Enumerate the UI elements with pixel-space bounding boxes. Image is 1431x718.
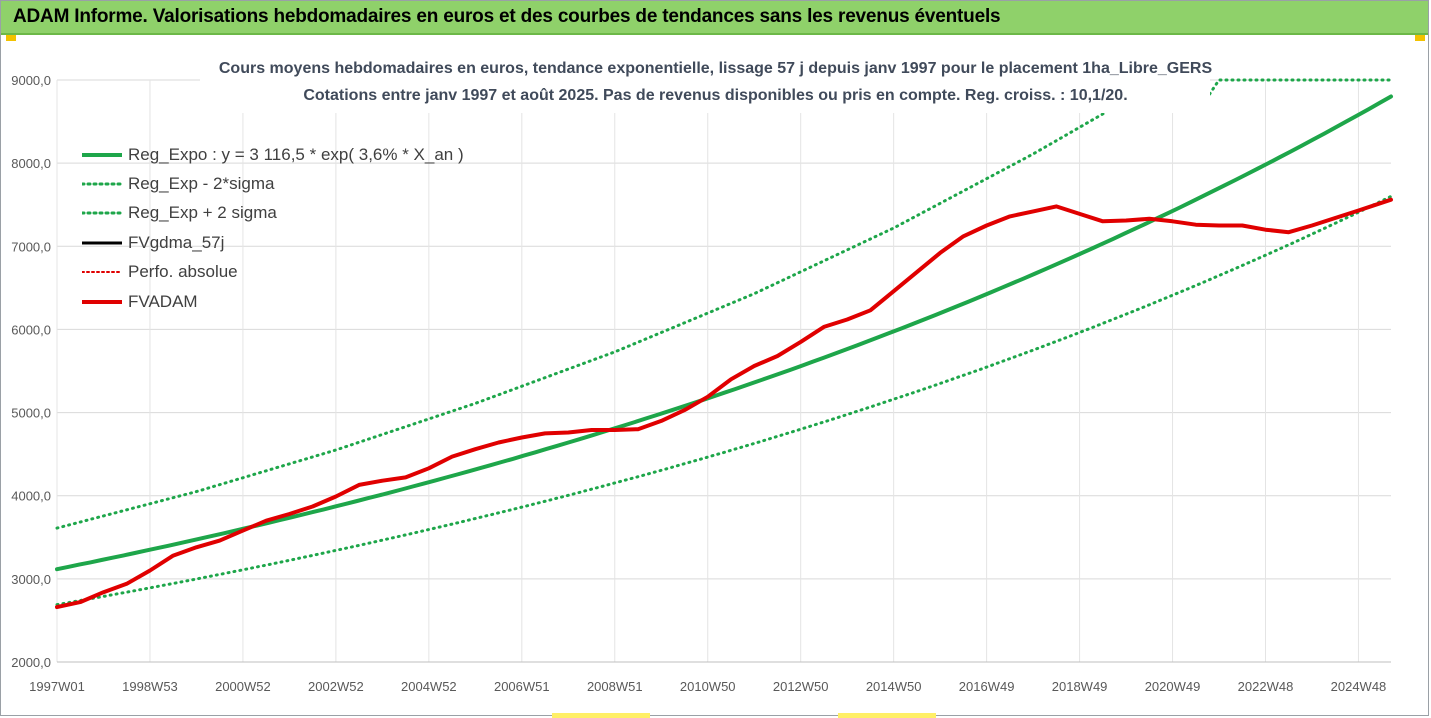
legend-swatch-reg-exp-plus xyxy=(82,208,122,218)
y-tick-label: 8000,0 xyxy=(11,156,51,171)
chart-title: Cours moyens hebdomadaires en euros, ten… xyxy=(218,60,1213,77)
legend-item-fvadam: FVADAM xyxy=(82,287,464,316)
series-line-reg-expo xyxy=(55,94,1393,572)
grid-lines xyxy=(56,79,1391,663)
y-tick-label: 9000,0 xyxy=(11,73,51,88)
legend-label-fvgdma: FVgdma_57j xyxy=(128,232,225,252)
corner-handle-right xyxy=(1415,35,1425,41)
x-tick-label: 2024W48 xyxy=(1331,679,1387,694)
x-tick-label: 2020W49 xyxy=(1145,679,1201,694)
legend-item-reg-exp-minus: Reg_Exp - 2*sigma xyxy=(82,169,464,198)
legend-swatch-reg-expo xyxy=(82,150,122,160)
window-title: ADAM Informe. Valorisations hebdomadaire… xyxy=(13,6,1001,27)
x-tick-label: 2012W50 xyxy=(773,679,829,694)
x-tick-label: 2014W50 xyxy=(866,679,922,694)
bottom-tab-1 xyxy=(552,713,650,718)
legend-label-reg-exp-minus: Reg_Exp - 2*sigma xyxy=(128,174,275,194)
x-tick-label: 2018W49 xyxy=(1052,679,1108,694)
x-tick-label: 2022W48 xyxy=(1238,679,1294,694)
bottom-tab-2 xyxy=(838,713,936,718)
legend-item-perfo-absolue: Perfo. absolue xyxy=(82,258,464,287)
y-tick-label: 3000,0 xyxy=(11,572,51,587)
legend-item-reg-exp-plus: Reg_Exp + 2 sigma xyxy=(82,199,464,228)
legend-swatch-fvgdma xyxy=(82,238,122,248)
x-axis-tick-labels: 1997W01 1998W53 2000W52 2002W52 2004W52 2006W… xyxy=(29,679,1386,694)
x-tick-label: 2016W49 xyxy=(959,679,1015,694)
legend-item-reg-expo: Reg_Expo : y = 3 116,5 * exp( 3,6% * X_a… xyxy=(82,140,464,169)
x-tick-label: 2008W51 xyxy=(587,679,643,694)
corner-handle-left xyxy=(6,35,16,41)
legend-label-perfo-absolue: Perfo. absolue xyxy=(128,262,238,282)
x-tick-label: 2002W52 xyxy=(308,679,364,694)
series-line-reg-exp xyxy=(55,194,1393,607)
series-line-reg-exp xyxy=(55,78,1393,530)
x-tick-label: 2006W51 xyxy=(494,679,550,694)
y-tick-label: 6000,0 xyxy=(11,322,51,337)
legend-label-reg-expo: Reg_Expo : y = 3 116,5 * exp( 3,6% * X_a… xyxy=(128,144,464,164)
chart-legend: Reg_Expo : y = 3 116,5 * exp( 3,6% * X_a… xyxy=(82,140,464,316)
x-tick-label: 2004W52 xyxy=(401,679,457,694)
y-tick-label: 2000,0 xyxy=(11,655,51,670)
window-title-bar: ADAM Informe. Valorisations hebdomadaire… xyxy=(1,1,1428,35)
x-tick-label: 1998W53 xyxy=(122,679,178,694)
series-line-fvadam xyxy=(55,197,1393,610)
x-tick-label: 1997W01 xyxy=(29,679,85,694)
legend-swatch-perfo-absolue xyxy=(82,267,122,277)
x-tick-label: 2000W52 xyxy=(215,679,271,694)
y-tick-label: 4000,0 xyxy=(11,489,51,504)
legend-swatch-fvadam xyxy=(82,297,122,307)
y-tick-label: 7000,0 xyxy=(11,239,51,254)
legend-swatch-reg-exp-minus xyxy=(82,179,122,189)
series-lines xyxy=(55,55,1393,610)
y-tick-label: 5000,0 xyxy=(11,406,51,421)
y-axis-tick-labels: 2000,0 3000,0 4000,0 5000,0 6000,0 7000,0 8000… xyxy=(11,73,51,670)
legend-item-fvgdma: FVgdma_57j xyxy=(82,228,464,257)
legend-label-reg-exp-plus: Reg_Exp + 2 sigma xyxy=(128,203,277,223)
chart-title-background xyxy=(200,55,1210,113)
chart-subtitle: Cotations entre janv 1997 et août 2025. … xyxy=(303,87,1128,104)
legend-label-fvadam: FVADAM xyxy=(128,291,198,311)
x-tick-label: 2010W50 xyxy=(680,679,736,694)
